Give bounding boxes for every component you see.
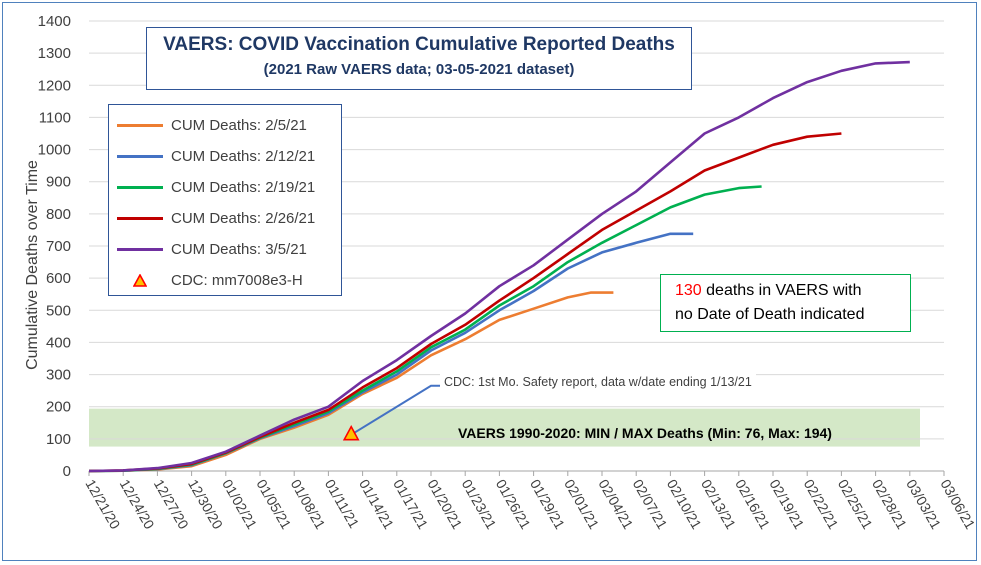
- legend-swatch: [117, 247, 163, 251]
- y-tick-labels: 0 100 200 300 400 500 600 700 800 900 1000 1100 1200…: [38, 13, 71, 480]
- y-tick-label: 800: [46, 206, 71, 223]
- legend-swatch: [117, 123, 163, 127]
- cdc-annotation: CDC: 1st Mo. Safety report, data w/date …: [440, 374, 756, 390]
- legend-label: CUM Deaths: 2/19/21: [171, 178, 316, 196]
- y-tick-label: 500: [46, 302, 71, 319]
- y-tick-label: 400: [46, 334, 71, 351]
- legend-triangle-icon: [117, 273, 163, 287]
- legend-item-2-5: CUM Deaths: 2/5/21: [117, 115, 307, 135]
- cdc-marker-triangle: [342, 424, 360, 441]
- y-tick-label: 700: [46, 238, 71, 255]
- y-tick-label: 0: [63, 463, 71, 480]
- chart-subtitle: (2021 Raw VAERS data; 03-05-2021 dataset…: [263, 61, 575, 78]
- chart-title-box: VAERS: COVID Vaccination Cumulative Repo…: [146, 27, 692, 90]
- legend-item-3-5: CUM Deaths: 3/5/21: [117, 239, 307, 259]
- band-label: VAERS 1990-2020: MIN / MAX Deaths (Min: …: [458, 425, 832, 441]
- y-tick-label: 100: [46, 431, 71, 448]
- y-tick-label: 1300: [38, 45, 71, 62]
- chart-title: VAERS: COVID Vaccination Cumulative Repo…: [163, 34, 675, 55]
- y-tick-label: 1200: [38, 77, 71, 94]
- legend-item-2-19: CUM Deaths: 2/19/21: [117, 177, 315, 197]
- x-tick-labels: 12/21/2012/24/2012/27/2012/30/2001/02/21…: [82, 471, 979, 532]
- no-date-note: 130 deaths in VAERS with no Date of Deat…: [660, 274, 911, 332]
- legend-item-cdc: CDC: mm7008e3-H: [117, 270, 303, 290]
- note-line-2: no Date of Death indicated: [675, 306, 865, 323]
- legend-label: CUM Deaths: 3/5/21: [171, 240, 307, 258]
- cdc-report-line: [350, 384, 443, 436]
- legend-swatch: [117, 216, 163, 220]
- legend: CUM Deaths: 2/5/21 CUM Deaths: 2/12/21 C…: [108, 104, 342, 296]
- y-tick-label: 1100: [39, 109, 71, 126]
- legend-label: CUM Deaths: 2/5/21: [171, 116, 307, 134]
- y-axis-label: Cumulative Deaths over Time: [24, 160, 41, 370]
- y-tick-label: 300: [46, 367, 71, 384]
- y-tick-label: 1400: [38, 13, 71, 30]
- legend-swatch: [117, 154, 163, 158]
- note-line-1: 130 deaths in VAERS with: [675, 279, 910, 303]
- legend-item-2-12: CUM Deaths: 2/12/21: [117, 146, 315, 166]
- note-text: deaths in VAERS with: [701, 282, 862, 299]
- y-tick-label: 600: [46, 270, 71, 287]
- y-tick-label: 900: [46, 174, 71, 191]
- vaers-range-band: [89, 408, 920, 447]
- legend-swatch: [117, 185, 163, 189]
- legend-label: CUM Deaths: 2/12/21: [171, 147, 316, 165]
- note-count: 130: [675, 282, 702, 299]
- band-layer: [89, 408, 920, 447]
- legend-label: CDC: mm7008e3-H: [171, 271, 303, 289]
- series-layer: [88, 60, 910, 473]
- legend-item-2-26: CUM Deaths: 2/26/21: [117, 208, 315, 228]
- series-line-5: [88, 60, 910, 473]
- y-tick-label: 200: [46, 399, 71, 416]
- legend-label: CUM Deaths: 2/26/21: [171, 209, 316, 227]
- y-tick-label: 1000: [38, 142, 71, 159]
